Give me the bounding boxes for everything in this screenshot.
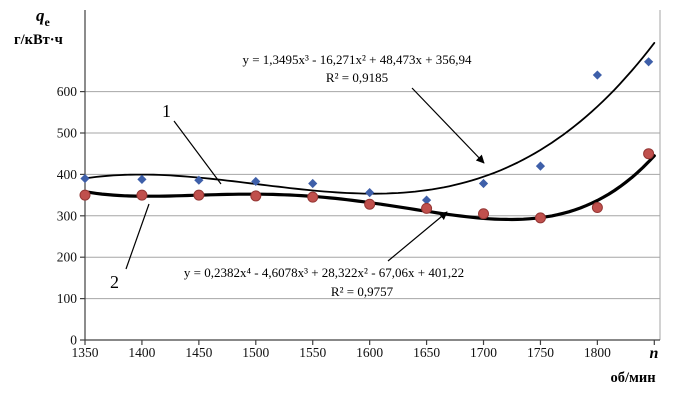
x-axis-unit: об/мин	[610, 370, 655, 386]
series1-point-1650	[421, 195, 432, 205]
x-tick-label-1400: 1400	[128, 345, 155, 360]
data-point-layer	[79, 57, 655, 224]
x-tick-label-1550: 1550	[299, 345, 326, 360]
y-axis-title: qe	[36, 6, 51, 29]
series2-leader-line	[125, 203, 150, 270]
series1-point-1845	[644, 57, 654, 67]
x-axis-title: n	[650, 345, 659, 362]
axis-layer: 0 100 200 300 400 500 600 1350 1400 1450 1500 1550 1…	[57, 10, 660, 360]
y-tick-label-500: 500	[57, 126, 78, 141]
trendline2-equation: y = 0,2382x⁴ - 4,6078x³ + 28,322x² - 67,…	[184, 265, 464, 280]
y-tick-label-100: 100	[57, 291, 78, 306]
y-tick-label-0: 0	[70, 333, 77, 348]
trendline1-arrow	[411, 87, 485, 164]
series1-point-1450	[194, 175, 204, 185]
series2-point-1450	[193, 189, 205, 201]
y-tick-label-200: 200	[57, 250, 78, 265]
x-tick-label-1800: 1800	[584, 345, 611, 360]
series2-point-1800	[591, 202, 603, 214]
series1-point-1500	[251, 176, 261, 187]
series1-point-1350	[80, 173, 90, 184]
y-tick-label-400: 400	[57, 167, 78, 182]
series1-point-1400	[137, 174, 147, 184]
y-tick-label-300: 300	[57, 208, 78, 223]
x-tick-label-1650: 1650	[413, 345, 440, 360]
trendline1-equation: y = 1,3495x³ - 16,271x² + 48,473x + 356,…	[242, 52, 472, 67]
trendline2-r2: R² = 0,9757	[331, 284, 394, 299]
series2-point-1650	[421, 202, 433, 214]
series2-point-1550	[307, 191, 319, 203]
series1-point-1800	[592, 70, 602, 80]
grid-layer	[85, 10, 661, 340]
y-axis-title-main: q	[36, 6, 45, 25]
trendline1-r2: R² = 0,9185	[326, 70, 388, 85]
y-axis-title-sub: e	[45, 15, 51, 29]
series1-point-1700	[478, 178, 489, 189]
series1-point-1550	[308, 178, 318, 189]
y-tick-label-600: 600	[57, 84, 78, 99]
series1-point-1600	[365, 188, 375, 198]
x-tick-label-1700: 1700	[470, 345, 497, 360]
series2-point-1400	[136, 189, 148, 201]
series1-leader-line	[173, 120, 222, 185]
series2-label: 2	[110, 272, 119, 292]
series2-point-1350	[79, 189, 91, 201]
trendline-2	[83, 154, 656, 222]
series2-point-1845	[643, 148, 655, 160]
series2-point-1700	[478, 208, 490, 220]
series2-point-1750	[534, 212, 546, 224]
x-tick-label-1350: 1350	[72, 345, 99, 360]
x-tick-label-1500: 1500	[242, 345, 269, 360]
series1-label: 1	[162, 101, 171, 121]
x-tick-label-1750: 1750	[527, 345, 554, 360]
trendline2-arrow	[387, 211, 448, 262]
y-axis-unit: г/кВт·ч	[14, 32, 63, 48]
series2-point-1500	[250, 190, 262, 202]
x-tick-label-1450: 1450	[185, 345, 212, 360]
series1-point-1750	[535, 161, 546, 171]
series2-point-1600	[364, 198, 376, 210]
x-tick-label-1600: 1600	[356, 345, 383, 360]
